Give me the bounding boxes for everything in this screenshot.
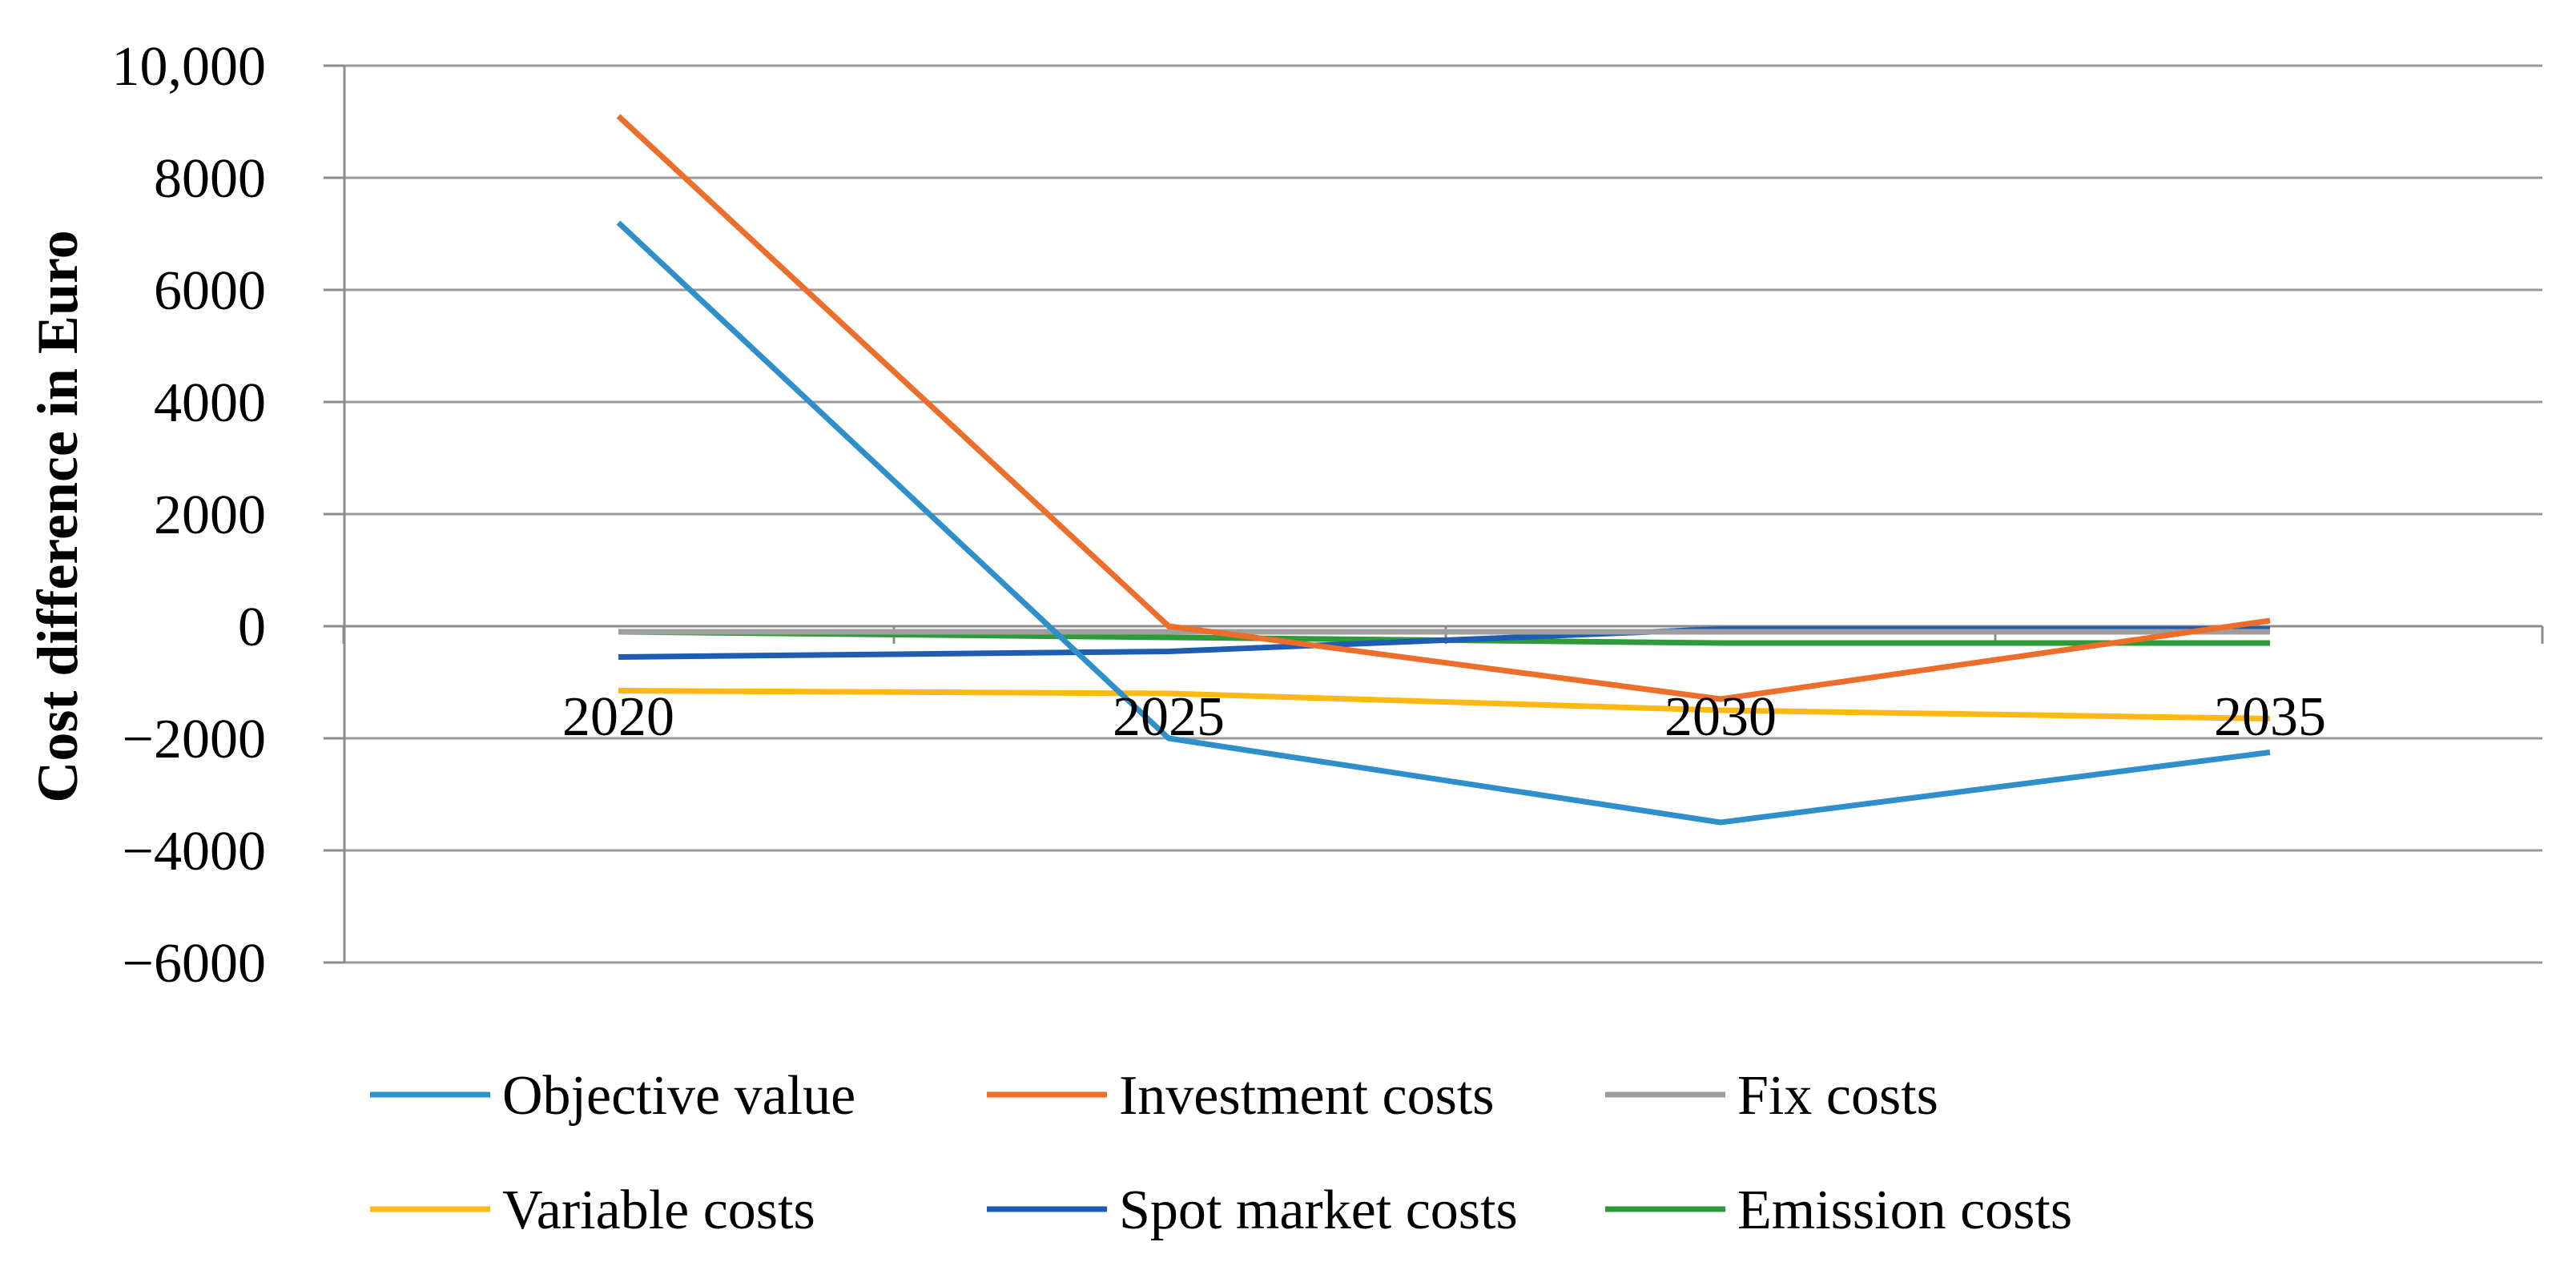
- y-tick-label: 6000: [154, 260, 266, 322]
- x-tick-label: 2030: [1664, 686, 1777, 748]
- legend-item: Variable costs: [370, 1180, 815, 1241]
- legend-label: Investment costs: [1119, 1065, 1495, 1127]
- legend-item: Emission costs: [1605, 1180, 2072, 1241]
- legend-label: Variable costs: [502, 1180, 815, 1241]
- legend-label: Fix costs: [1737, 1065, 1938, 1127]
- legend-label: Objective value: [502, 1065, 855, 1127]
- legend-item: Investment costs: [987, 1065, 1495, 1127]
- y-tick-label: 10,000: [112, 36, 267, 98]
- legend-item: Fix costs: [1605, 1065, 1938, 1127]
- legend-item: Objective value: [370, 1065, 855, 1127]
- y-tick-label: 2000: [154, 484, 266, 546]
- y-tick-label: −4000: [123, 821, 266, 882]
- legend-item: Spot market costs: [987, 1180, 1518, 1241]
- x-tick-label: 2035: [2214, 686, 2326, 748]
- y-tick-label: −2000: [123, 709, 266, 770]
- legend: Objective value Investment costs Fix costs…: [370, 1065, 2072, 1241]
- y-tick-label: −6000: [123, 933, 266, 995]
- series-line-objective-value: [616, 220, 2271, 826]
- gridlines: [324, 64, 2542, 964]
- series-line-variable-costs: [618, 688, 2271, 721]
- x-tick-label: 2020: [562, 686, 674, 748]
- legend-label: Emission costs: [1737, 1180, 2072, 1241]
- y-tick-label: 0: [238, 597, 266, 658]
- series-line-investment-costs: [616, 114, 2271, 702]
- x-tick-label: 2025: [1113, 686, 1225, 748]
- legend-label: Spot market costs: [1119, 1180, 1518, 1241]
- y-tick-labels: 10,000 8000 6000 4000 2000 0 −2000 −4000 −6000: [112, 36, 267, 995]
- y-tick-label: 4000: [154, 372, 266, 434]
- y-axis-title: Cost difference in Euro: [26, 230, 90, 802]
- y-tick-label: 8000: [154, 148, 266, 210]
- x-tick-labels: 2020 2025 2030 2035: [562, 686, 2326, 748]
- series-lines: [616, 114, 2271, 826]
